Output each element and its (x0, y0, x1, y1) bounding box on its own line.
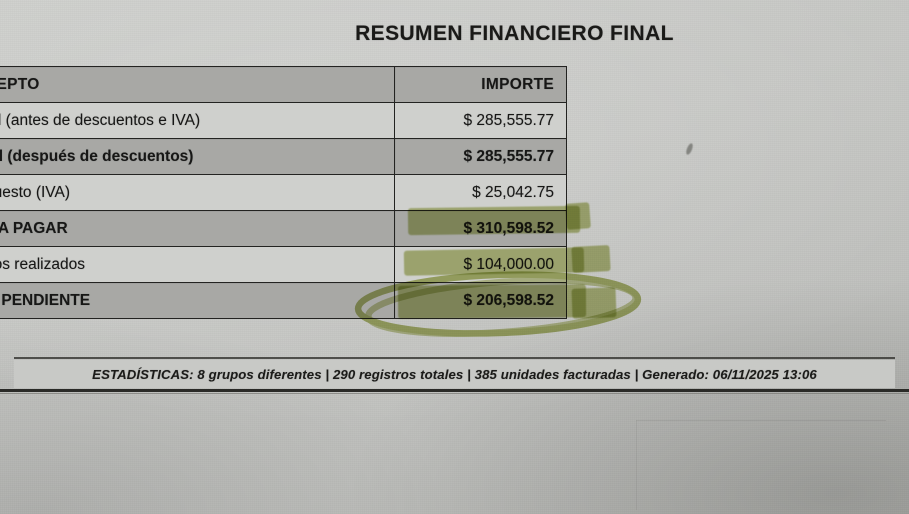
table-row: tal (después de descuentos) $ 285,555.77 (0, 138, 567, 175)
cell-concepto: L A PAGAR (0, 210, 395, 247)
cell-concepto: puesto (IVA) (0, 174, 395, 211)
page-title: RESUMEN FINANCIERO FINAL (355, 22, 674, 45)
cell-importe: $ 104,000.00 (394, 246, 567, 283)
column-header-concepto: CEPTO (0, 66, 395, 103)
table-header: CEPTO IMPORTE (0, 66, 567, 103)
table-row: puesto (IVA)$ 25,042.75 (0, 174, 567, 211)
table-row: gos realizados$ 104,000.00 (0, 246, 567, 283)
cell-importe: $ 285,555.77 (394, 102, 567, 139)
cell-importe: $ 25,042.75 (394, 174, 567, 211)
cell-concepto: tal (después de descuentos) (0, 138, 395, 175)
statistics-footer: ESTADÍSTICAS: 8 grupos diferentes | 290 … (14, 360, 895, 388)
cell-concepto: gos realizados (0, 246, 395, 283)
column-header-importe: IMPORTE (394, 66, 567, 103)
highlighter-stroke-tail-1 (565, 202, 591, 230)
cell-importe: $ 206,598.52 (394, 282, 567, 319)
table-body: tal (antes de descuentos e IVA) $ 285,555… (0, 102, 567, 319)
highlighter-stroke-tail-2 (571, 245, 611, 273)
statistics-top-rule (14, 357, 895, 359)
table-header-row: CEPTO IMPORTE (0, 66, 567, 103)
table-row: L A PAGAR$ 310,598.52 (0, 210, 567, 247)
cell-concepto: tal (antes de descuentos e IVA) (0, 102, 395, 139)
financial-summary-table: CEPTO IMPORTE tal (antes de descuentos e… (0, 66, 567, 319)
cell-importe: $ 310,598.52 (394, 210, 567, 247)
statistics-bottom-rule-highlight (0, 393, 909, 394)
table-row: O PENDIENTE$ 206,598.52 (0, 282, 567, 319)
table-row: tal (antes de descuentos e IVA) $ 285,555… (0, 102, 567, 139)
page-showthrough (636, 420, 886, 510)
paper-smudge-mark (684, 142, 695, 156)
statistics-bottom-rule (0, 389, 909, 392)
cell-importe: $ 285,555.77 (394, 138, 567, 175)
cell-concepto: O PENDIENTE (0, 282, 395, 319)
highlighter-stroke-tail-3 (571, 287, 617, 319)
